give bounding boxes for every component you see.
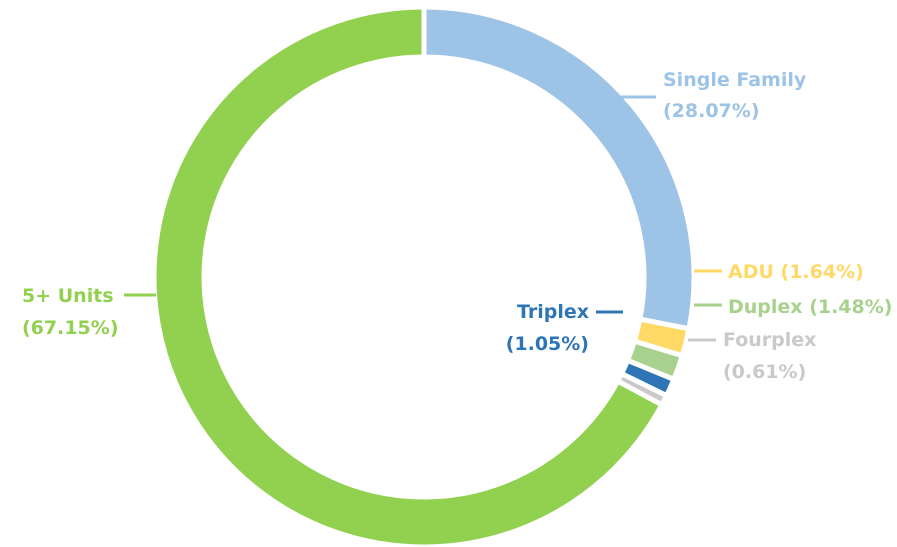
- slice-label-adu-value: (1.64%): [781, 261, 864, 283]
- label-leader-lines: [124, 95, 722, 342]
- slice-label-5plus-units: 5+ Units: [22, 285, 114, 307]
- donut-slices: [151, 4, 697, 547]
- slice-label-adu-name: ADU: [728, 261, 774, 283]
- slice-label-duplex-value: (1.48%): [809, 296, 892, 318]
- slice-label-triplex: Triplex: [517, 301, 589, 323]
- slice-label-fourplex: Fourplex: [723, 329, 816, 351]
- slice-label-duplex-name: Duplex: [728, 296, 803, 318]
- slice-5-units: [151, 4, 666, 547]
- slice-label-adu: ADU (1.64%): [728, 261, 864, 283]
- slice-value-5plus-units: (67.15%): [22, 317, 119, 339]
- slice-value-triplex: (1.05%): [506, 333, 589, 355]
- slice-value-fourplex: (0.61%): [723, 361, 806, 383]
- slice-label-single-family: Single Family: [663, 69, 807, 91]
- slice-value-single-family: (28.07%): [663, 100, 760, 122]
- slice-label-duplex: Duplex (1.48%): [728, 296, 892, 318]
- slice-single-family: [421, 4, 697, 332]
